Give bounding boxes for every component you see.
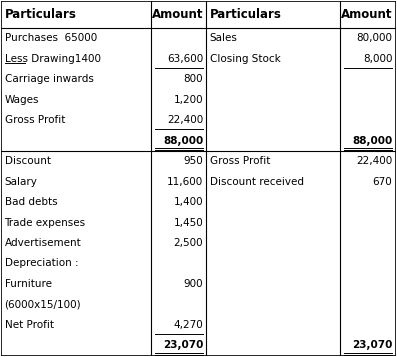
Text: 1,200: 1,200 (173, 95, 203, 105)
Text: Discount received: Discount received (210, 177, 304, 187)
Text: 8,000: 8,000 (363, 54, 393, 64)
Text: Particulars: Particulars (4, 8, 76, 21)
Text: 950: 950 (183, 156, 203, 166)
Text: Bad debts: Bad debts (4, 197, 57, 207)
Text: Purchases  65000: Purchases 65000 (4, 33, 97, 43)
Text: 22,400: 22,400 (356, 156, 393, 166)
Text: 11,600: 11,600 (167, 177, 203, 187)
Text: Gross Profit: Gross Profit (4, 115, 65, 125)
Text: 23,070: 23,070 (352, 340, 393, 350)
Text: Furniture: Furniture (4, 279, 52, 289)
Text: 23,070: 23,070 (163, 340, 203, 350)
Text: Advertisement: Advertisement (4, 238, 81, 248)
Text: 4,270: 4,270 (173, 320, 203, 330)
Text: (6000x15/100): (6000x15/100) (4, 300, 81, 310)
Text: Carriage inwards: Carriage inwards (4, 74, 93, 84)
Text: Closing Stock: Closing Stock (210, 54, 280, 64)
Text: Trade expenses: Trade expenses (4, 217, 86, 227)
Text: Amount: Amount (152, 8, 203, 21)
Text: Amount: Amount (341, 8, 393, 21)
Text: 670: 670 (373, 177, 393, 187)
Text: 2,500: 2,500 (173, 238, 203, 248)
Text: 88,000: 88,000 (163, 136, 203, 146)
Text: 22,400: 22,400 (167, 115, 203, 125)
Text: 1,400: 1,400 (173, 197, 203, 207)
Text: Depreciation :: Depreciation : (4, 258, 78, 268)
Text: 80,000: 80,000 (357, 33, 393, 43)
Text: 63,600: 63,600 (167, 54, 203, 64)
Text: 1,450: 1,450 (173, 217, 203, 227)
Text: Wages: Wages (4, 95, 39, 105)
Text: 900: 900 (183, 279, 203, 289)
Text: Gross Profit: Gross Profit (210, 156, 270, 166)
Text: 88,000: 88,000 (352, 136, 393, 146)
Text: Particulars: Particulars (210, 8, 281, 21)
Text: 800: 800 (183, 74, 203, 84)
Text: Sales: Sales (210, 33, 237, 43)
Text: Discount: Discount (4, 156, 50, 166)
Text: Net Profit: Net Profit (4, 320, 54, 330)
Text: Salary: Salary (4, 177, 37, 187)
Text: Less Drawing1400: Less Drawing1400 (4, 54, 100, 64)
